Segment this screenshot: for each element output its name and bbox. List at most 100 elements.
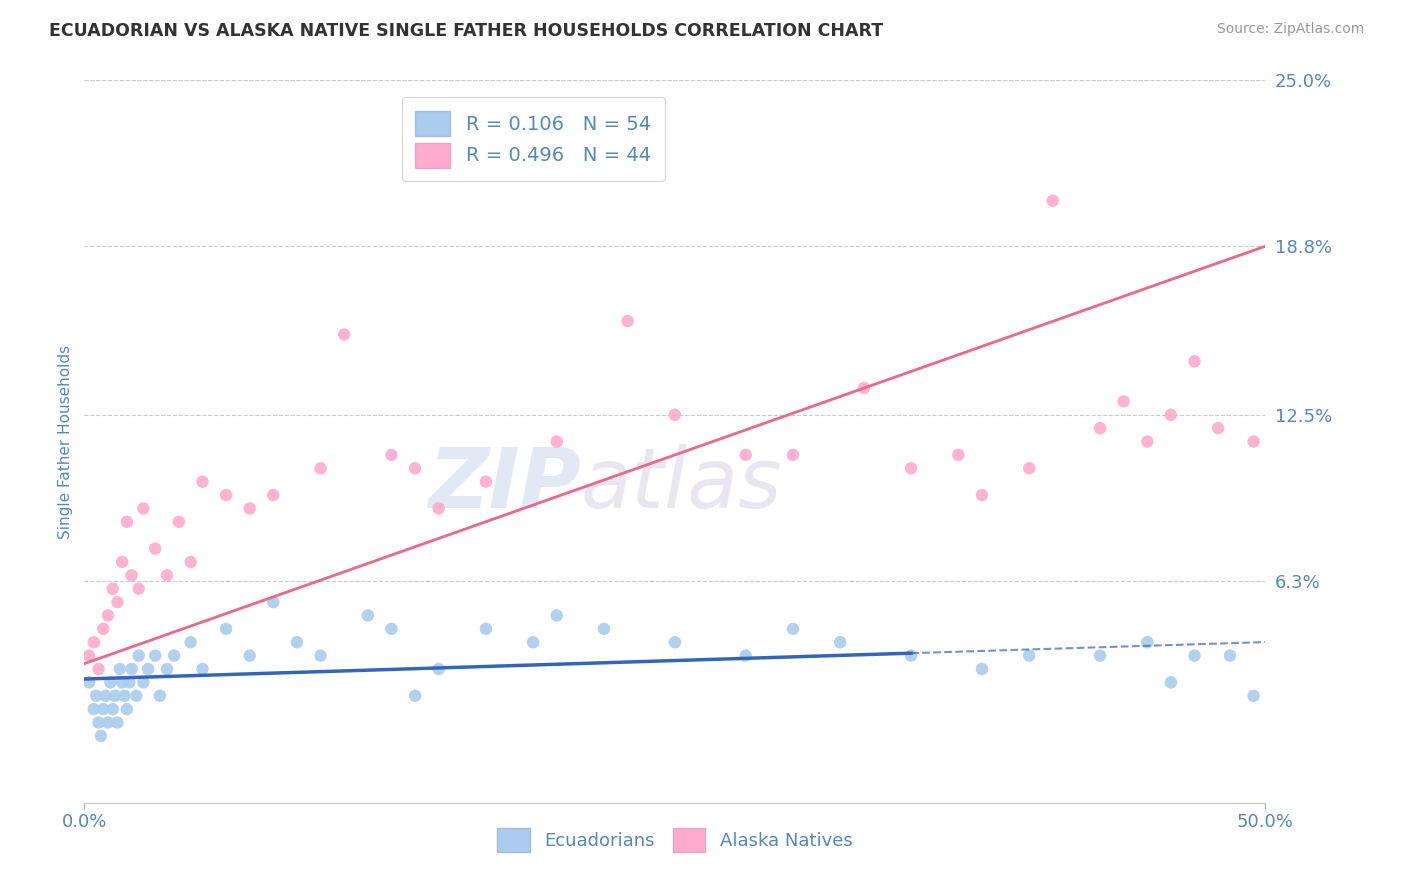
Point	[239, 501, 262, 516]
Point	[215, 622, 238, 636]
Point	[239, 648, 262, 663]
Point	[1206, 421, 1229, 435]
Point	[91, 622, 114, 636]
Point	[475, 475, 498, 489]
Point	[111, 555, 134, 569]
Y-axis label: Single Father Households: Single Father Households	[58, 344, 73, 539]
Point	[970, 488, 993, 502]
Point	[309, 461, 332, 475]
Point	[108, 662, 131, 676]
Point	[1018, 461, 1040, 475]
Legend: Ecuadorians, Alaska Natives: Ecuadorians, Alaska Natives	[491, 822, 859, 859]
Point	[215, 488, 238, 502]
Text: ZIP: ZIP	[427, 444, 581, 525]
Point	[1088, 421, 1111, 435]
Point	[522, 635, 544, 649]
Point	[87, 715, 110, 730]
Point	[262, 595, 284, 609]
Point	[118, 675, 141, 690]
Point	[1160, 408, 1182, 422]
Point	[593, 622, 616, 636]
Point	[180, 555, 202, 569]
Point	[664, 408, 686, 422]
Point	[1136, 434, 1159, 449]
Point	[83, 635, 105, 649]
Text: atlas: atlas	[581, 444, 782, 525]
Point	[132, 675, 155, 690]
Point	[333, 327, 356, 342]
Point	[1042, 194, 1064, 208]
Point	[1219, 648, 1241, 663]
Point	[1136, 635, 1159, 649]
Point	[121, 662, 143, 676]
Point	[163, 648, 186, 663]
Point	[107, 595, 129, 609]
Point	[900, 648, 922, 663]
Point	[167, 515, 190, 529]
Point	[1243, 689, 1265, 703]
Point	[180, 635, 202, 649]
Point	[427, 662, 450, 676]
Point	[830, 635, 852, 649]
Point	[404, 689, 426, 703]
Point	[782, 448, 804, 462]
Point	[84, 689, 107, 703]
Point	[427, 501, 450, 516]
Point	[98, 675, 121, 690]
Point	[101, 582, 124, 596]
Point	[125, 689, 148, 703]
Point	[1112, 394, 1135, 409]
Point	[309, 648, 332, 663]
Point	[546, 608, 568, 623]
Point	[1160, 675, 1182, 690]
Point	[1243, 434, 1265, 449]
Point	[77, 675, 100, 690]
Point	[262, 488, 284, 502]
Point	[107, 715, 129, 730]
Point	[380, 622, 402, 636]
Point	[121, 568, 143, 582]
Point	[149, 689, 172, 703]
Point	[101, 702, 124, 716]
Point	[734, 648, 756, 663]
Point	[1184, 354, 1206, 368]
Point	[156, 568, 179, 582]
Point	[948, 448, 970, 462]
Point	[83, 702, 105, 716]
Point	[156, 662, 179, 676]
Point	[852, 381, 875, 395]
Point	[143, 648, 166, 663]
Point	[664, 635, 686, 649]
Point	[77, 648, 100, 663]
Point	[475, 622, 498, 636]
Text: Source: ZipAtlas.com: Source: ZipAtlas.com	[1216, 22, 1364, 37]
Point	[90, 729, 112, 743]
Point	[970, 662, 993, 676]
Point	[111, 675, 134, 690]
Point	[616, 314, 638, 328]
Text: ECUADORIAN VS ALASKA NATIVE SINGLE FATHER HOUSEHOLDS CORRELATION CHART: ECUADORIAN VS ALASKA NATIVE SINGLE FATHE…	[49, 22, 883, 40]
Point	[115, 515, 138, 529]
Point	[114, 689, 136, 703]
Point	[128, 648, 150, 663]
Point	[191, 475, 214, 489]
Point	[143, 541, 166, 556]
Point	[97, 715, 120, 730]
Point	[285, 635, 308, 649]
Point	[1018, 648, 1040, 663]
Point	[191, 662, 214, 676]
Point	[1184, 648, 1206, 663]
Point	[104, 689, 127, 703]
Point	[357, 608, 380, 623]
Point	[94, 689, 117, 703]
Point	[734, 448, 756, 462]
Point	[404, 461, 426, 475]
Point	[91, 702, 114, 716]
Point	[546, 434, 568, 449]
Point	[782, 622, 804, 636]
Point	[87, 662, 110, 676]
Point	[132, 501, 155, 516]
Point	[97, 608, 120, 623]
Point	[136, 662, 159, 676]
Point	[380, 448, 402, 462]
